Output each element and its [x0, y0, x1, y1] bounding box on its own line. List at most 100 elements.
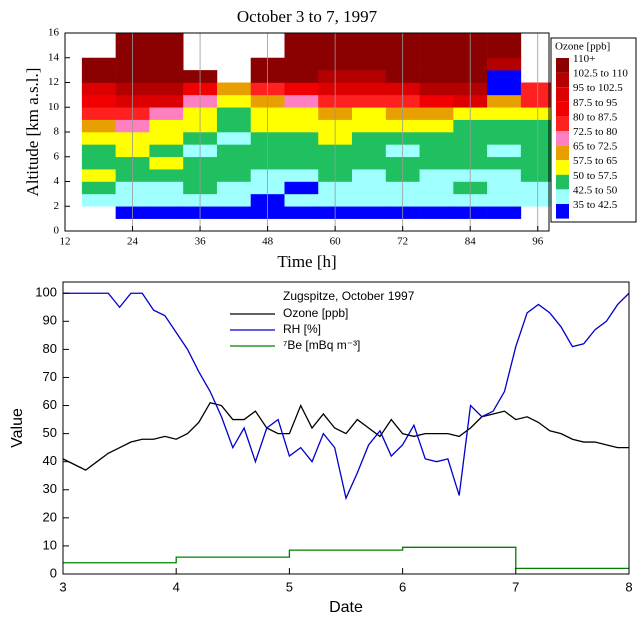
heat-cell — [352, 193, 387, 207]
heat-cell — [81, 181, 116, 195]
heat-cell — [149, 144, 184, 158]
heat-cell — [216, 181, 252, 195]
heat-cell — [352, 132, 387, 145]
heat-cell — [487, 193, 522, 207]
legend-swatch — [556, 189, 569, 204]
x-tick-label: 36 — [195, 236, 207, 248]
heat-cell — [419, 144, 454, 158]
chart-title: October 3 to 7, 1997 — [237, 7, 378, 26]
legend-swatch — [556, 131, 569, 146]
heat-cell — [149, 82, 184, 96]
heat-cell — [284, 82, 319, 96]
heat-cell — [352, 82, 387, 96]
y-axis-label: Altitude [km a.s.l.] — [23, 68, 42, 197]
heat-cell — [487, 45, 522, 59]
heat-cell — [487, 94, 522, 108]
legend-swatch — [556, 101, 569, 117]
heat-cell — [419, 57, 454, 71]
heat-cell — [284, 119, 319, 133]
heat-cell — [81, 107, 116, 120]
heat-cell — [149, 181, 184, 195]
heat-cell — [284, 181, 319, 195]
heat-cell — [419, 94, 454, 108]
heat-cell — [419, 33, 454, 46]
heat-cell — [81, 193, 116, 207]
heat-cell — [149, 206, 184, 219]
heat-cell — [81, 119, 116, 133]
legend-label: RH [%] — [283, 322, 321, 336]
heat-cell — [284, 33, 319, 46]
y-tick-label: 30 — [43, 481, 57, 496]
heat-cell — [419, 193, 454, 207]
heat-cell — [352, 206, 387, 219]
y-tick-label: 2 — [54, 200, 60, 212]
y-tick-label: 90 — [43, 313, 57, 328]
heat-cell — [352, 119, 387, 133]
heat-cell — [216, 107, 252, 120]
x-tick-label: 5 — [286, 579, 293, 594]
y-tick-label: 10 — [48, 101, 60, 113]
legend-label: 42.5 to 50 — [573, 184, 618, 196]
legend-swatch — [556, 58, 569, 73]
x-tick-label: 96 — [532, 236, 544, 248]
x-tick-label: 6 — [399, 579, 406, 594]
legend-label: ⁷Be [mBq m⁻³] — [283, 338, 360, 352]
heat-cell — [487, 119, 522, 133]
heat-cell — [419, 70, 454, 83]
legend-swatch — [556, 145, 569, 161]
x-axis-label: Time [h] — [277, 252, 336, 271]
heat-cell — [487, 144, 522, 158]
x-tick-label: 48 — [262, 236, 274, 248]
heat-cell — [487, 132, 522, 145]
heat-cell — [487, 70, 522, 83]
x-axis-label: Date — [329, 599, 363, 616]
x-tick-label: 4 — [173, 579, 180, 594]
y-tick-label: 14 — [48, 51, 60, 63]
series-line — [62, 401, 629, 471]
heat-cell — [81, 82, 116, 96]
heat-cell — [216, 206, 252, 219]
y-tick-label: 12 — [48, 76, 59, 88]
legend-title: Zugspitze, October 1997 — [283, 289, 415, 303]
y-tick-label: 60 — [43, 397, 57, 412]
heat-cell — [284, 156, 319, 170]
heat-cell — [419, 45, 454, 59]
y-axis-label: Value — [9, 408, 26, 448]
heat-cell — [149, 45, 184, 59]
heat-cell — [284, 169, 319, 182]
heat-cell — [487, 107, 522, 120]
heat-cell — [419, 156, 454, 170]
heat-cell — [81, 169, 116, 182]
legend-label: 35 to 42.5 — [573, 199, 618, 211]
heat-cell — [284, 57, 319, 71]
heat-cell — [487, 82, 522, 96]
heat-cell — [284, 206, 319, 219]
heat-cell — [149, 132, 184, 145]
heat-cell — [419, 119, 454, 133]
heat-cell — [284, 144, 319, 158]
heat-cell — [216, 132, 252, 145]
legend-label: 65 to 72.5 — [573, 141, 618, 153]
legend-label: 87.5 to 95 — [573, 97, 618, 109]
heat-cell — [149, 193, 184, 207]
heat-cell — [149, 33, 184, 46]
heat-cell — [419, 181, 454, 195]
y-tick-label: 0 — [50, 565, 57, 580]
heat-cell — [284, 94, 319, 108]
heat-cell — [216, 193, 252, 207]
heat-cell — [216, 119, 252, 133]
x-tick-label: 12 — [60, 236, 71, 248]
heat-cell — [81, 57, 116, 71]
y-tick-label: 6 — [54, 150, 60, 162]
heat-cell — [352, 107, 387, 120]
heat-cell — [81, 156, 116, 170]
heat-cell — [216, 169, 252, 182]
heat-cell — [216, 156, 252, 170]
heat-cell — [487, 33, 522, 46]
heat-cell — [352, 45, 387, 59]
heat-cell — [149, 94, 184, 108]
y-tick-label: 0 — [54, 225, 60, 237]
series-line — [63, 546, 629, 570]
legend-label: 57.5 to 65 — [573, 155, 618, 167]
